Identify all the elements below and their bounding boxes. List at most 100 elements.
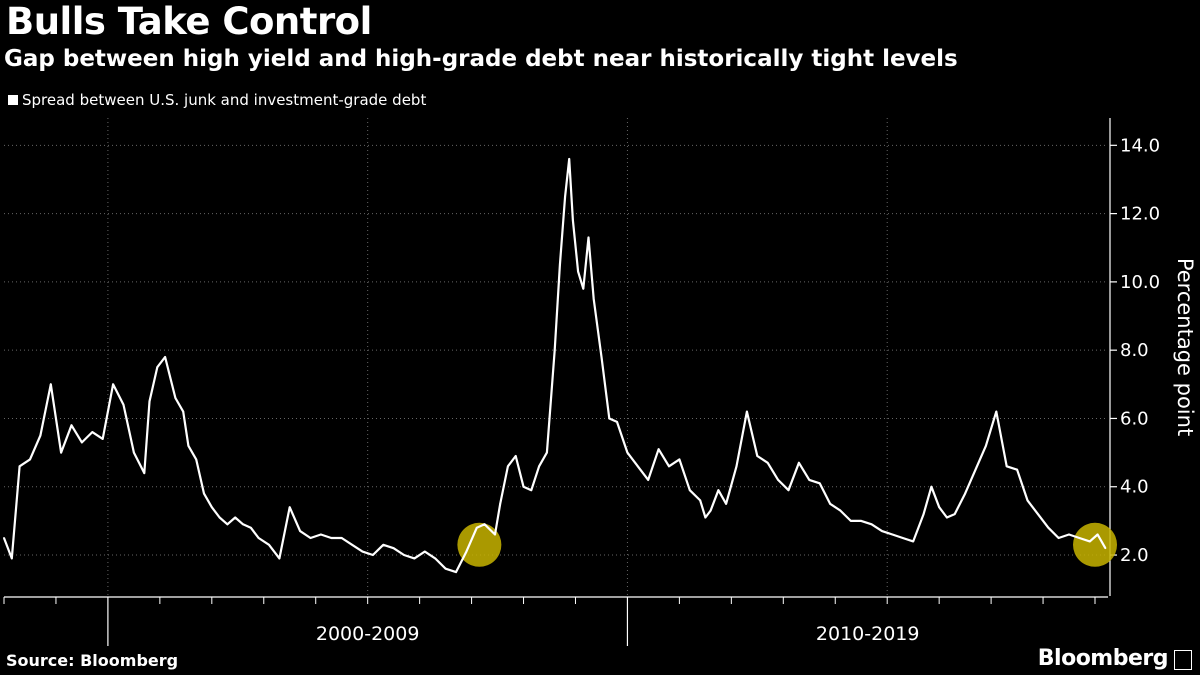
data-point: [946, 516, 948, 519]
data-point: [746, 410, 748, 413]
legend-swatch-icon: [8, 95, 18, 105]
data-point: [29, 458, 31, 461]
data-point: [870, 523, 873, 526]
data-point: [725, 502, 728, 505]
data-point: [382, 543, 385, 546]
y-tick-label: 14.0: [1120, 135, 1160, 156]
data-point: [70, 424, 73, 427]
data-point: [249, 526, 252, 529]
data-point: [195, 458, 198, 461]
data-point: [278, 557, 281, 560]
data-point: [891, 533, 894, 536]
data-point: [1104, 547, 1107, 550]
data-point: [174, 397, 177, 399]
data-point: [668, 465, 670, 468]
bloomberg-mark-icon: [1174, 650, 1192, 670]
data-point: [1088, 540, 1091, 543]
y-tick-label: 8.0: [1120, 340, 1149, 361]
data-point: [938, 506, 941, 509]
data-point: [361, 550, 364, 553]
data-point: [434, 557, 437, 560]
data-point: [475, 526, 478, 529]
data-point: [514, 455, 517, 457]
data-point: [849, 519, 852, 522]
data-point: [964, 492, 967, 495]
data-point: [717, 489, 720, 492]
data-point: [777, 479, 779, 481]
data-point: [522, 485, 525, 488]
data-point: [829, 502, 831, 505]
legend-label: Spread between U.S. junk and investment-…: [22, 91, 427, 109]
data-point: [288, 506, 291, 509]
data-point: [616, 420, 618, 423]
data-point: [164, 356, 166, 358]
data-point: [912, 540, 915, 543]
y-tick-label: 12.0: [1120, 204, 1160, 225]
data-point: [210, 506, 213, 509]
data-point: [995, 410, 998, 413]
data-point: [582, 287, 585, 290]
data-point: [413, 557, 416, 560]
data-point: [608, 417, 611, 420]
data-point: [592, 298, 595, 300]
data-point: [704, 516, 707, 519]
data-point: [499, 502, 502, 505]
data-point: [444, 567, 447, 570]
y-tick-label: 6.0: [1120, 408, 1149, 429]
data-point: [974, 468, 977, 471]
data-point: [423, 550, 426, 553]
data-point: [371, 554, 374, 556]
data-point: [494, 533, 496, 536]
data-point: [735, 465, 738, 468]
data-point: [132, 451, 135, 454]
data-point: [1016, 468, 1018, 471]
data-point: [953, 513, 956, 515]
x-category-label: 2000-2009: [316, 623, 420, 645]
data-point: [538, 465, 541, 468]
series-line: [2, 157, 1107, 574]
data-point: [507, 465, 509, 468]
data-point: [553, 349, 556, 352]
data-point: [351, 543, 353, 546]
data-point: [182, 410, 185, 413]
data-point: [600, 356, 603, 358]
data-point: [143, 472, 146, 474]
data-point: [808, 479, 811, 481]
x-category-label: 2010-2019: [816, 623, 920, 645]
data-point: [657, 448, 660, 451]
data-point: [81, 441, 83, 444]
data-point: [636, 465, 639, 468]
data-point: [320, 533, 322, 536]
data-point: [203, 492, 205, 495]
data-point: [839, 509, 842, 512]
data-point: [787, 489, 790, 492]
bloomberg-logo: Bloomberg: [1037, 646, 1169, 671]
data-point: [392, 547, 395, 550]
data-point: [922, 513, 925, 515]
data-point: [39, 434, 42, 437]
data-point: [860, 519, 863, 522]
legend: Spread between U.S. junk and investment-…: [8, 91, 426, 109]
data-point: [330, 537, 333, 539]
data-point: [1005, 465, 1008, 468]
data-point: [340, 537, 343, 539]
data-point: [112, 383, 115, 386]
data-point: [10, 557, 13, 560]
data-point: [1096, 533, 1099, 536]
data-point: [299, 530, 302, 533]
data-point: [218, 516, 221, 519]
data-point: [818, 482, 821, 485]
data-point: [465, 550, 468, 553]
data-point: [122, 403, 125, 406]
data-point: [257, 537, 260, 539]
data-point: [1047, 526, 1050, 529]
data-point: [626, 451, 629, 454]
data-point: [577, 270, 579, 273]
data-point: [148, 400, 151, 403]
y-axis-label: Percentage point: [1173, 258, 1197, 436]
highlight-circle: [457, 522, 502, 567]
data-point: [226, 523, 229, 526]
data-point: [18, 465, 21, 468]
data-point: [688, 489, 691, 492]
data-point: [568, 158, 571, 160]
